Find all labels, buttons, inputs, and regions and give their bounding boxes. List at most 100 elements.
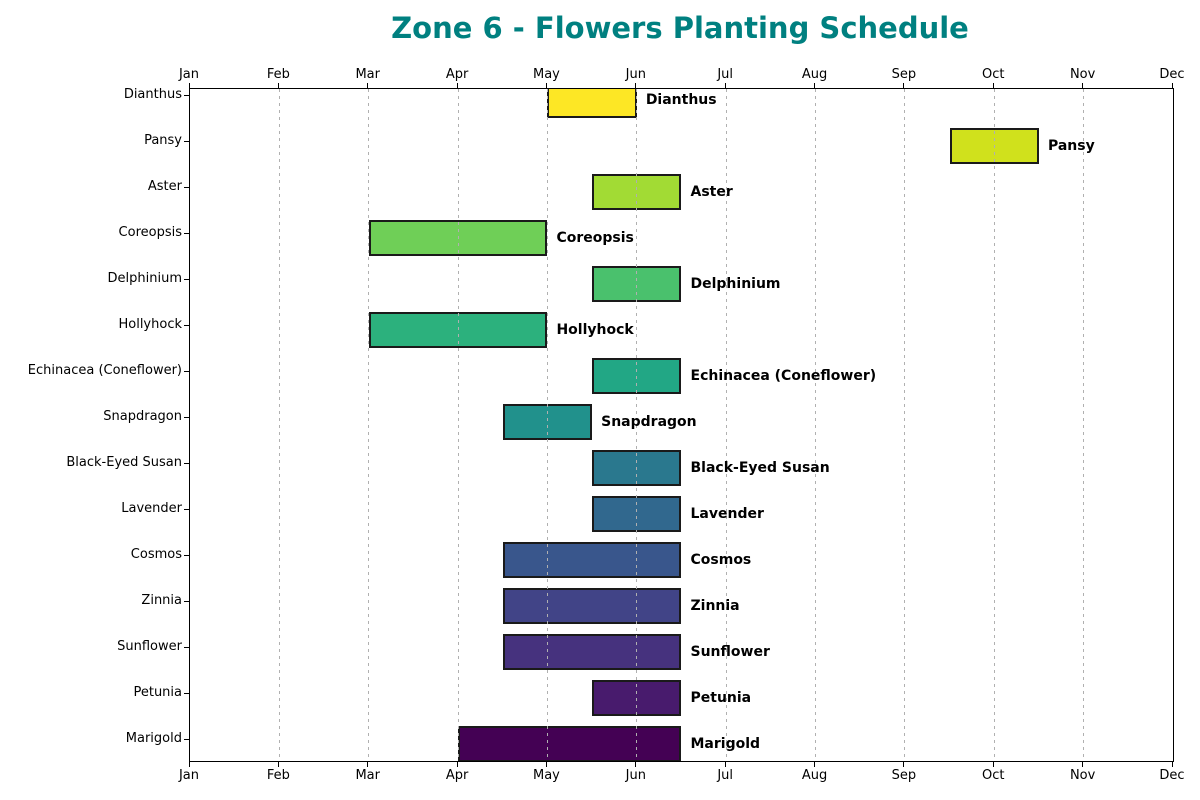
x-tick-mark-bottom bbox=[814, 762, 816, 767]
x-tick-mark-bottom bbox=[724, 762, 726, 767]
y-tick-label: Zinnia bbox=[141, 593, 182, 608]
y-tick-mark bbox=[184, 646, 189, 648]
month-gridline bbox=[546, 89, 548, 761]
x-tick-mark-bottom bbox=[545, 762, 547, 767]
y-tick-mark bbox=[184, 370, 189, 372]
y-tick-mark bbox=[184, 738, 189, 740]
y-tick-label: Hollyhock bbox=[118, 317, 182, 332]
y-tick-label: Black-Eyed Susan bbox=[66, 455, 182, 470]
gantt-bar bbox=[502, 588, 682, 624]
gantt-bar bbox=[502, 542, 682, 578]
x-tick-mark-top bbox=[277, 83, 279, 88]
bar-annotation-label: Sunflower bbox=[690, 644, 770, 660]
x-tick-label-top: Apr bbox=[445, 67, 469, 82]
y-tick-label: Lavender bbox=[121, 501, 182, 516]
x-tick-mark-bottom bbox=[188, 762, 190, 767]
x-tick-label-top: May bbox=[533, 67, 560, 82]
bar-annotation-label: Zinnia bbox=[690, 598, 740, 614]
x-tick-label-top: Aug bbox=[801, 67, 828, 82]
x-tick-mark-top bbox=[367, 83, 369, 88]
y-tick-label: Coreopsis bbox=[118, 225, 182, 240]
bar-annotation-label: Pansy bbox=[1047, 138, 1095, 154]
y-tick-label: Dianthus bbox=[123, 87, 182, 102]
y-tick-mark bbox=[184, 324, 189, 326]
chart-title: Zone 6 - Flowers Planting Schedule bbox=[391, 11, 969, 45]
bar-annotation-label: Lavender bbox=[690, 506, 764, 522]
x-tick-mark-bottom bbox=[1171, 762, 1173, 767]
y-tick-label: Delphinium bbox=[107, 271, 182, 286]
x-tick-mark-top bbox=[635, 83, 637, 88]
y-tick-mark bbox=[184, 140, 189, 142]
x-tick-label-top: Sep bbox=[891, 67, 917, 82]
x-tick-label-bottom: May bbox=[533, 768, 560, 783]
x-tick-mark-bottom bbox=[635, 762, 637, 767]
bar-annotation-label: Snapdragon bbox=[601, 414, 697, 430]
month-gridline bbox=[457, 89, 459, 761]
x-tick-label-bottom: Apr bbox=[445, 768, 469, 783]
bar-annotation-label: Delphinium bbox=[690, 276, 781, 292]
y-tick-label: Aster bbox=[147, 179, 182, 194]
y-tick-mark bbox=[184, 186, 189, 188]
bar-annotation-label: Marigold bbox=[690, 736, 761, 752]
month-gridline bbox=[904, 89, 906, 761]
bar-annotation-label: Cosmos bbox=[690, 552, 752, 568]
x-tick-label-top: Jan bbox=[178, 67, 200, 82]
month-gridline bbox=[815, 89, 817, 761]
x-tick-label-top: Dec bbox=[1159, 67, 1185, 82]
x-tick-label-top: Mar bbox=[355, 67, 380, 82]
x-tick-mark-top bbox=[456, 83, 458, 88]
x-tick-label-top: Feb bbox=[266, 67, 290, 82]
y-tick-mark bbox=[184, 692, 189, 694]
x-tick-label-bottom: Mar bbox=[355, 768, 380, 783]
x-tick-label-bottom: Nov bbox=[1069, 768, 1096, 783]
x-tick-label-bottom: Jun bbox=[625, 768, 646, 783]
x-tick-mark-top bbox=[724, 83, 726, 88]
y-tick-label: Echinacea (Coneflower) bbox=[27, 363, 182, 378]
x-tick-label-top: Jun bbox=[625, 67, 646, 82]
x-tick-label-bottom: Jan bbox=[178, 768, 200, 783]
month-gridline bbox=[993, 89, 995, 761]
x-tick-label-bottom: Jul bbox=[717, 768, 734, 783]
x-tick-mark-bottom bbox=[1082, 762, 1084, 767]
x-tick-mark-top bbox=[1082, 83, 1084, 88]
x-tick-label-bottom: Aug bbox=[801, 768, 828, 783]
x-tick-mark-top bbox=[814, 83, 816, 88]
y-tick-label: Marigold bbox=[125, 731, 182, 746]
x-tick-mark-top bbox=[992, 83, 994, 88]
x-tick-label-bottom: Oct bbox=[982, 768, 1005, 783]
x-tick-mark-top bbox=[903, 83, 905, 88]
month-gridline bbox=[368, 89, 370, 761]
y-tick-label: Snapdragon bbox=[103, 409, 182, 424]
x-tick-mark-bottom bbox=[367, 762, 369, 767]
x-tick-mark-top bbox=[545, 83, 547, 88]
bar-annotation-label: Aster bbox=[690, 184, 733, 200]
bar-annotation-label: Petunia bbox=[690, 690, 752, 706]
month-gridline bbox=[636, 89, 638, 761]
bar-annotation-label: Dianthus bbox=[645, 92, 717, 108]
y-tick-mark bbox=[184, 600, 189, 602]
month-gridline bbox=[278, 89, 280, 761]
y-tick-mark bbox=[184, 462, 189, 464]
gantt-bar bbox=[458, 726, 682, 761]
y-tick-mark bbox=[184, 232, 189, 234]
x-tick-mark-top bbox=[1171, 83, 1173, 88]
gantt-bar bbox=[547, 89, 637, 118]
plot-area: Dianthus Pansy Aster Coreopsis Delphinium Hol… bbox=[189, 88, 1174, 762]
x-tick-mark-bottom bbox=[992, 762, 994, 767]
x-tick-label-top: Oct bbox=[982, 67, 1005, 82]
bar-annotation-label: Coreopsis bbox=[556, 230, 634, 246]
x-tick-mark-bottom bbox=[903, 762, 905, 767]
y-tick-mark bbox=[184, 508, 189, 510]
month-gridline bbox=[1083, 89, 1085, 761]
y-tick-mark bbox=[184, 94, 189, 96]
y-tick-label: Sunflower bbox=[117, 639, 182, 654]
x-tick-label-bottom: Dec bbox=[1159, 768, 1185, 783]
y-tick-mark bbox=[184, 416, 189, 418]
y-tick-label: Petunia bbox=[133, 685, 182, 700]
x-tick-label-top: Nov bbox=[1069, 67, 1096, 82]
month-gridline bbox=[725, 89, 727, 761]
y-tick-label: Cosmos bbox=[130, 547, 182, 562]
x-tick-mark-top bbox=[188, 83, 190, 88]
bar-annotation-label: Hollyhock bbox=[556, 322, 634, 338]
